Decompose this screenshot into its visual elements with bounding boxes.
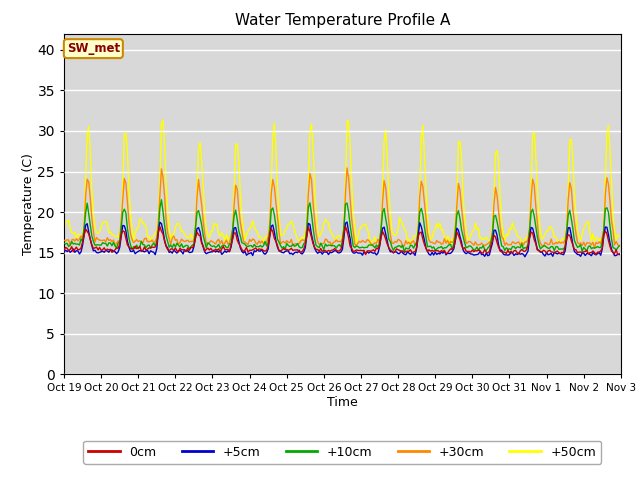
X-axis label: Time: Time xyxy=(327,396,358,409)
Legend: 0cm, +5cm, +10cm, +30cm, +50cm: 0cm, +5cm, +10cm, +30cm, +50cm xyxy=(83,441,602,464)
Y-axis label: Temperature (C): Temperature (C) xyxy=(22,153,35,255)
Text: SW_met: SW_met xyxy=(67,42,120,55)
Title: Water Temperature Profile A: Water Temperature Profile A xyxy=(235,13,450,28)
